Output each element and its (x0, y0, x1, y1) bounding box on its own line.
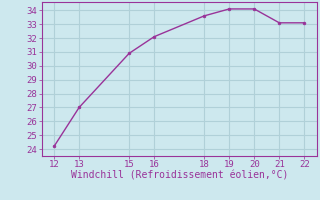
X-axis label: Windchill (Refroidissement éolien,°C): Windchill (Refroidissement éolien,°C) (70, 171, 288, 181)
